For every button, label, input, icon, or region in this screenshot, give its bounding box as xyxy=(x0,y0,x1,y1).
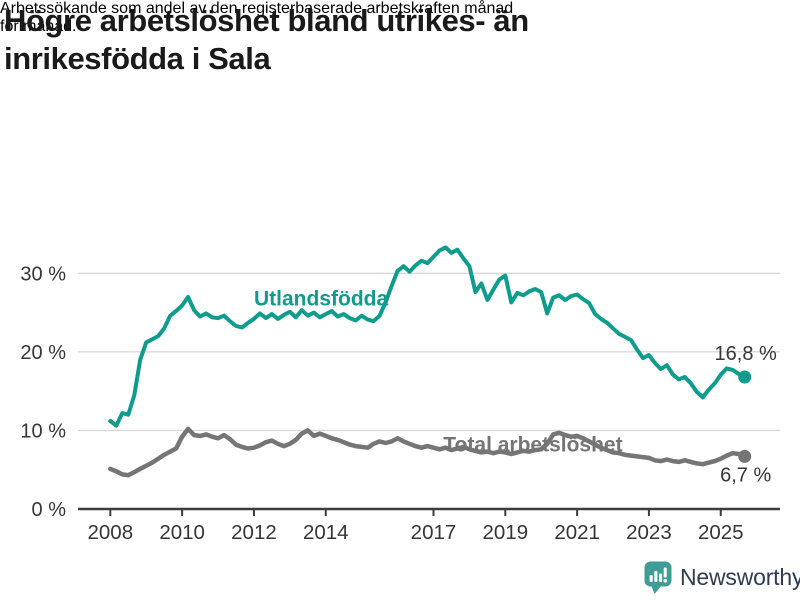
y-axis-tick-label: 0 % xyxy=(32,499,67,521)
series-end-dot-utlandsfodda xyxy=(738,370,752,384)
x-axis-tick-label: 2023 xyxy=(626,521,672,544)
series-line-total xyxy=(108,426,747,478)
series-label-utlandsfodda: Utlandsfödda xyxy=(254,288,388,311)
x-axis-tick-label: 2008 xyxy=(88,521,134,544)
x-axis-tick-label: 2025 xyxy=(698,521,744,544)
page-subtitle-line-1: Arbetssökande som andel av den registerb… xyxy=(0,0,514,17)
series-line-utlandsfodda xyxy=(108,245,747,428)
logo-bar-1 xyxy=(649,575,653,582)
y-axis-tick-label: 30 % xyxy=(20,263,66,285)
logo-bar-3 xyxy=(659,573,663,582)
series-end-value-total: 6,7 % xyxy=(720,464,771,486)
x-axis-tick-label: 2021 xyxy=(554,521,600,544)
x-axis-tick-label: 2012 xyxy=(231,521,277,544)
page-subtitle-line-2: för månad. xyxy=(0,18,77,35)
y-axis-tick-label: 10 % xyxy=(20,420,66,442)
page-title-line-1: Högre arbetslöshet bland utrikes- än xyxy=(4,3,529,38)
logo-exclamation-dot xyxy=(663,578,668,583)
page-title: Högre arbetslöshet bland utrikes- än inr… xyxy=(4,2,529,78)
logo-bubble xyxy=(644,561,672,587)
newsworthy-brand-text: Newsworthy xyxy=(680,564,800,590)
x-axis-tick-label: 2017 xyxy=(411,521,457,544)
x-axis-tick-label: 2014 xyxy=(303,521,349,544)
y-axis-tick-label: 20 % xyxy=(20,342,66,364)
x-axis-tick-label: 2019 xyxy=(482,521,528,544)
bar-chart-speech-bubble-icon xyxy=(644,561,672,594)
series-label-total: Total arbetslöshet xyxy=(443,434,622,457)
page-title-line-2: inrikesfödda i Sala xyxy=(4,41,271,76)
logo-exclamation-stem xyxy=(663,567,667,578)
logo-bubble-tail xyxy=(651,585,662,594)
series-end-dot-total xyxy=(738,449,752,463)
logo-bar-2 xyxy=(654,571,658,582)
series-end-value-utlandsfodda: 16,8 % xyxy=(715,343,777,365)
x-axis-tick-label: 2010 xyxy=(159,521,205,544)
newsworthy-logo[interactable]: Newsworthy xyxy=(643,560,800,595)
